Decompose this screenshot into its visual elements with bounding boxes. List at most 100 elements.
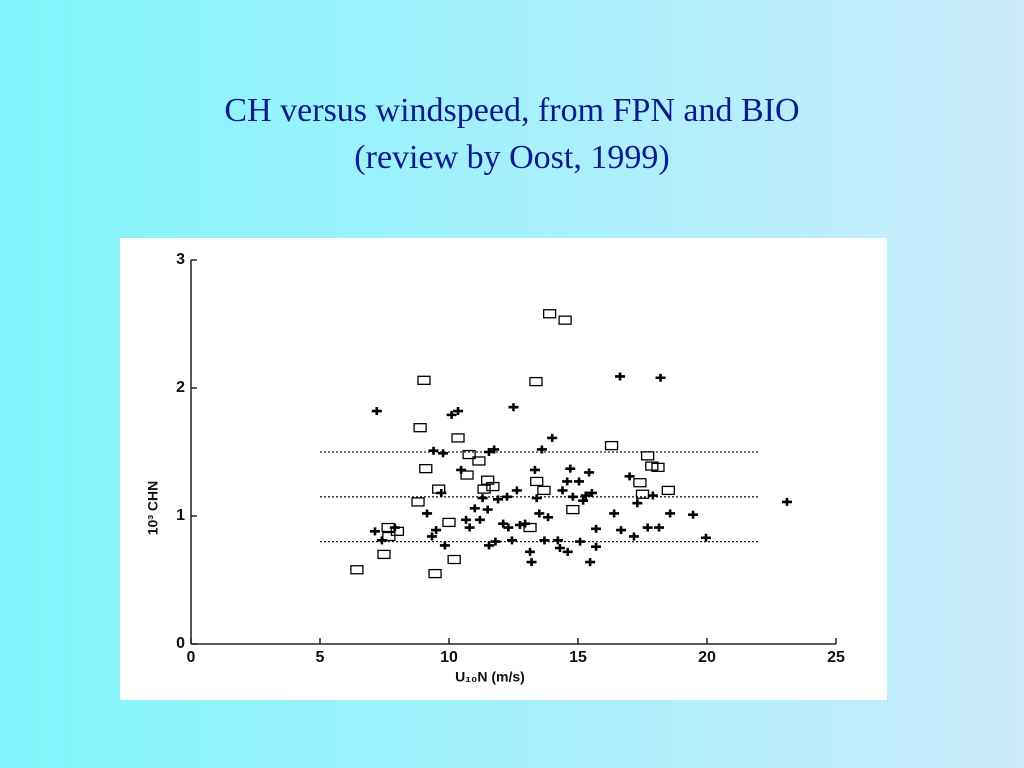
cross-point	[498, 519, 509, 528]
cross-point	[508, 403, 519, 412]
cross-point	[665, 509, 676, 518]
x-tick-label: 20	[698, 649, 716, 666]
square-point	[477, 484, 491, 494]
x-tick-label: 25	[827, 649, 845, 666]
chart-subtitle: (review by Oost, 1999)	[354, 139, 670, 176]
cross-point	[438, 449, 449, 458]
square-point	[530, 476, 544, 487]
cross-point	[483, 448, 494, 456]
cross-point	[539, 536, 550, 545]
square-point	[651, 462, 665, 473]
square-point	[419, 463, 433, 474]
y-tick-label: 1	[176, 507, 185, 524]
cross-point	[534, 509, 545, 518]
cross-point	[493, 495, 504, 504]
cross-point	[369, 527, 380, 536]
cross-point	[520, 519, 531, 528]
cross-point	[586, 488, 597, 497]
square-point	[481, 475, 495, 485]
cross-point	[474, 515, 485, 524]
square-point	[661, 485, 675, 496]
square-point	[641, 451, 655, 461]
square-point	[413, 423, 427, 433]
square-point	[447, 554, 461, 565]
square-point	[558, 315, 572, 325]
cross-point	[464, 523, 475, 532]
chart: U₁₀N (m/s) 10³ CHN 0 1 2 3 0 5 10 15 20 25	[120, 238, 887, 700]
cross-point	[529, 465, 540, 474]
cross-point	[511, 486, 522, 495]
square-point	[633, 478, 647, 488]
cross-point	[525, 547, 536, 556]
cross-point	[483, 541, 494, 550]
square-point	[377, 549, 391, 560]
cross-point	[482, 505, 493, 514]
cross-point	[503, 523, 514, 532]
x-axis-label: U₁₀N (m/s)	[455, 669, 525, 685]
cross-point	[456, 465, 467, 474]
cross-point	[584, 468, 595, 477]
square-point	[472, 456, 486, 466]
y-tick-label: 0	[176, 635, 185, 652]
square-point	[566, 504, 580, 515]
cross-point	[565, 464, 576, 473]
cross-point	[632, 499, 643, 508]
cross-point	[376, 536, 387, 545]
cross-point	[453, 407, 464, 416]
cross-point	[591, 542, 602, 551]
cross-point	[543, 513, 554, 522]
cross-point	[461, 515, 472, 524]
cross-point	[688, 510, 699, 519]
square-point	[604, 440, 619, 451]
cross-point	[655, 373, 666, 382]
cross-point	[616, 526, 627, 535]
cross-point	[446, 410, 457, 419]
chart-title: CH versus windspeed, from FPN and BIO	[224, 92, 800, 129]
square-point	[542, 309, 557, 319]
square-point	[451, 433, 465, 443]
square-point	[411, 497, 425, 507]
cross-point	[562, 547, 573, 556]
cross-point	[609, 509, 620, 518]
cross-point	[578, 496, 589, 505]
cross-point	[489, 445, 500, 454]
cross-point	[536, 445, 547, 454]
square-point	[529, 376, 543, 387]
square-point	[417, 375, 431, 385]
y-tick-label: 3	[176, 251, 185, 268]
square-point	[442, 517, 456, 528]
cross-point	[567, 492, 578, 501]
cross-point	[389, 523, 400, 532]
cross-point	[647, 491, 658, 500]
cross-point	[469, 504, 480, 513]
cross-point	[531, 494, 542, 503]
cross-point	[585, 558, 596, 567]
cross-point	[562, 477, 573, 486]
x-tick-label: 15	[569, 649, 587, 666]
cross-point	[506, 536, 517, 545]
cross-point	[477, 494, 488, 503]
cross-point	[490, 537, 501, 546]
cross-point	[552, 536, 563, 545]
x-tick-label: 10	[440, 649, 458, 666]
square-point	[350, 565, 364, 575]
cross-point	[431, 526, 442, 535]
cross-point	[554, 544, 565, 552]
y-axis-label: 10³ CHN	[145, 481, 161, 535]
square-point	[486, 481, 500, 492]
cross-point	[700, 533, 711, 542]
plot-panel	[120, 238, 887, 700]
cross-point	[781, 497, 792, 506]
cross-point	[426, 532, 437, 541]
cross-point	[628, 532, 639, 541]
cross-point	[615, 372, 626, 381]
cross-point	[371, 407, 382, 416]
cross-point	[654, 523, 665, 532]
square-point	[428, 568, 442, 579]
square-point	[537, 485, 551, 496]
cross-point	[526, 558, 537, 567]
x-tick-label: 5	[316, 649, 325, 666]
cross-point	[575, 537, 586, 546]
cross-point	[624, 472, 635, 481]
